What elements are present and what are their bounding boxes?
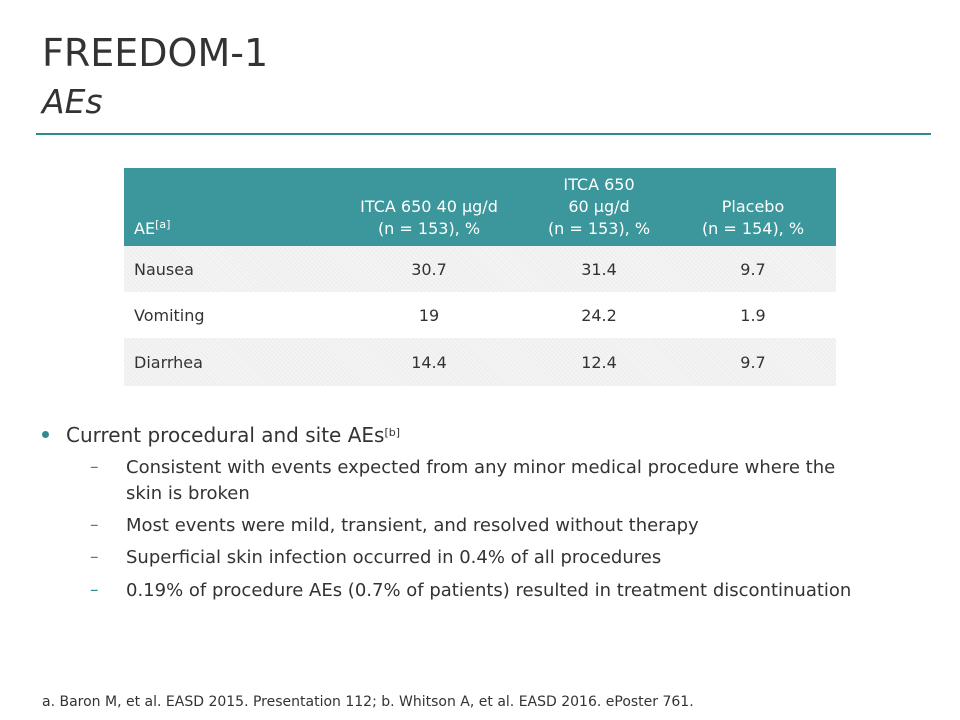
table-cell: Vomiting <box>134 305 205 325</box>
header-line: (n = 153), % <box>377 219 481 238</box>
dash: – <box>90 580 99 600</box>
sub-bullet-line: 0.19% of procedure AEs (0.7% of patients… <box>126 580 852 601</box>
table-cell: Nausea <box>134 259 194 279</box>
table-cell: 30.7 <box>411 259 447 279</box>
row-stripe <box>124 338 836 386</box>
header-line: 60 µg/d <box>568 197 630 216</box>
header-cell: ITCA 650 60 µg/d (n = 153), % <box>528 168 670 246</box>
superscript: [b] <box>384 426 401 439</box>
bullet: Current procedural and site AEs[b] <box>66 423 401 447</box>
table-cell: 31.4 <box>581 259 617 279</box>
header-line: Placebo <box>721 197 785 216</box>
table-cell: 1.9 <box>740 305 766 325</box>
table-cell: 24.2 <box>581 305 617 325</box>
superscript: [a] <box>155 218 171 231</box>
dash: – <box>90 457 99 477</box>
subtitle: AEs <box>42 82 103 121</box>
sub-bullet: 0.19% of procedure AEs (0.7% of patients… <box>126 578 851 604</box>
row-stripe <box>124 246 836 292</box>
table-cell: Diarrhea <box>134 352 203 372</box>
header-cell: Placebo (n = 154), % <box>670 168 836 246</box>
header-line: AE[a] <box>134 218 171 238</box>
table-cell: 9.7 <box>740 352 766 372</box>
sub-bullet-line: skin is broken <box>126 483 250 504</box>
footnote: a. Baron M, et al. EASD 2015. Presentati… <box>42 694 694 710</box>
table-cell: 9.7 <box>740 259 766 279</box>
header-line: ITCA 650 <box>563 175 635 194</box>
table-cell: 12.4 <box>581 352 617 372</box>
sub-bullet-line: Superficial skin infection occurred in 0… <box>126 547 662 568</box>
bullet-dot <box>42 431 49 438</box>
dash: – <box>90 547 99 567</box>
header-line: (n = 153), % <box>547 219 651 238</box>
sub-bullet-line: Consistent with events expected from any… <box>126 457 836 478</box>
header-cell: AE[a] <box>124 168 330 246</box>
table-cell: 19 <box>418 305 440 325</box>
sub-bullet: Most events were mild, transient, and re… <box>126 513 699 539</box>
title: FREEDOM-1 <box>42 31 269 75</box>
header-cell: ITCA 650 40 µg/d (n = 153), % <box>330 168 528 246</box>
dash: – <box>90 515 99 535</box>
sub-bullet: Superficial skin infection occurred in 0… <box>126 545 661 571</box>
table-cell: 14.4 <box>411 352 447 372</box>
sub-bullet-line: Most events were mild, transient, and re… <box>126 515 699 536</box>
title-rule <box>36 133 931 135</box>
header-line: ITCA 650 40 µg/d <box>360 197 498 216</box>
header-line: (n = 154), % <box>701 219 805 238</box>
sub-bullet: Consistent with events expected from any… <box>126 455 835 507</box>
